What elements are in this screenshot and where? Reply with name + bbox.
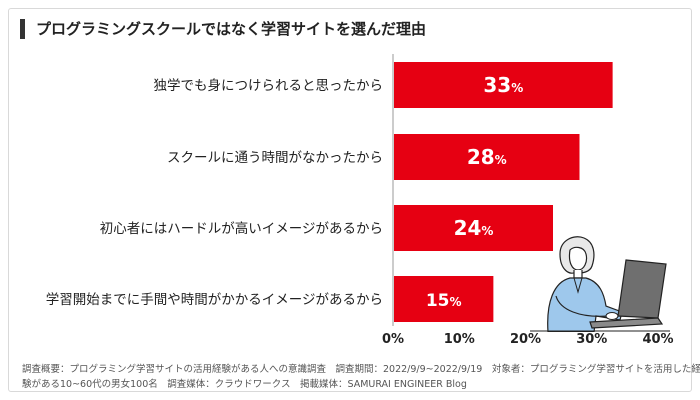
bar-3 [394, 205, 553, 251]
value-label-2: 28% [467, 145, 507, 169]
chart-title: プログラミングスクールではなく学習サイトを選んだ理由 [36, 20, 427, 38]
x-tick-label-5: 40% [642, 332, 673, 347]
x-tick-label-1: 0% [382, 332, 404, 347]
value-label-3: 24% [454, 216, 494, 240]
category-label-4: 学習開始までに手間や時間がかかるイメージがあるから [46, 292, 383, 308]
value-label-4: 15% [426, 291, 462, 311]
person-using-laptop-illustration [530, 236, 670, 332]
x-tick-label-4: 30% [576, 332, 607, 347]
category-label-3: 初心者にはハードルが高いイメージがあるから [100, 220, 383, 237]
bar-4 [394, 276, 494, 322]
x-tick-label-2: 10% [444, 332, 475, 347]
category-label-2: スクールに通う時間がなかったから [167, 150, 383, 166]
bar-1 [394, 62, 613, 108]
bar-2 [394, 134, 580, 180]
footer-line-2: 験がある10~60代の男女100名 調査媒体：クラウドワークス 掲載媒体：SAM… [22, 379, 467, 390]
title-accent-bar [20, 19, 25, 39]
footer-line-1: 調査概要：プログラミング学習サイトの活用経験がある人への意識調査 調査期間：20… [22, 364, 700, 375]
value-label-1: 33% [483, 73, 523, 97]
footer-note: 調査概要：プログラミング学習サイトの活用経験がある人への意識調査 調査期間：20… [22, 362, 700, 392]
category-label-1: 独学でも身につけられると思ったから [154, 78, 384, 94]
x-tick-label-3: 20% [510, 332, 541, 347]
